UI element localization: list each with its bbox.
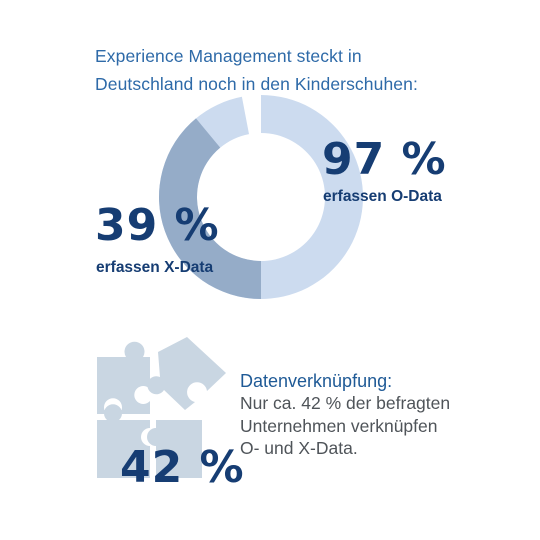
puzzle-piece-bottom-right bbox=[147, 420, 202, 478]
linking-text-line-1: Nur ca. 42 % der befragten bbox=[240, 393, 451, 413]
x-data-value: 39 % bbox=[95, 200, 220, 251]
donut-segment-x-data bbox=[159, 118, 261, 299]
linking-text-line-2: Unternehmen verknüpfen bbox=[240, 415, 438, 436]
linking-text: Nur ca. 42 % der befragten Unternehmen v… bbox=[240, 392, 450, 460]
o-data-label: erfassen O-Data bbox=[323, 188, 442, 205]
linking-text-line-3: O- und X-Data. bbox=[240, 438, 358, 458]
headline-line-1: Experience Management steckt in bbox=[95, 46, 362, 66]
headline-line-2: Deutschland noch in den Kinderschuhen: bbox=[95, 74, 418, 94]
puzzle-piece-bottom-left bbox=[97, 404, 150, 478]
linking-value: 42 % bbox=[120, 442, 245, 493]
linking-title: Datenverknüpfung: bbox=[240, 371, 393, 391]
puzzle-piece-top-right bbox=[147, 337, 226, 410]
headline: Experience Management steckt in Deutschl… bbox=[95, 42, 495, 98]
puzzle-piece-top-left bbox=[97, 341, 150, 414]
o-data-value: 97 % bbox=[322, 134, 447, 185]
x-data-label: erfassen X-Data bbox=[96, 259, 214, 276]
